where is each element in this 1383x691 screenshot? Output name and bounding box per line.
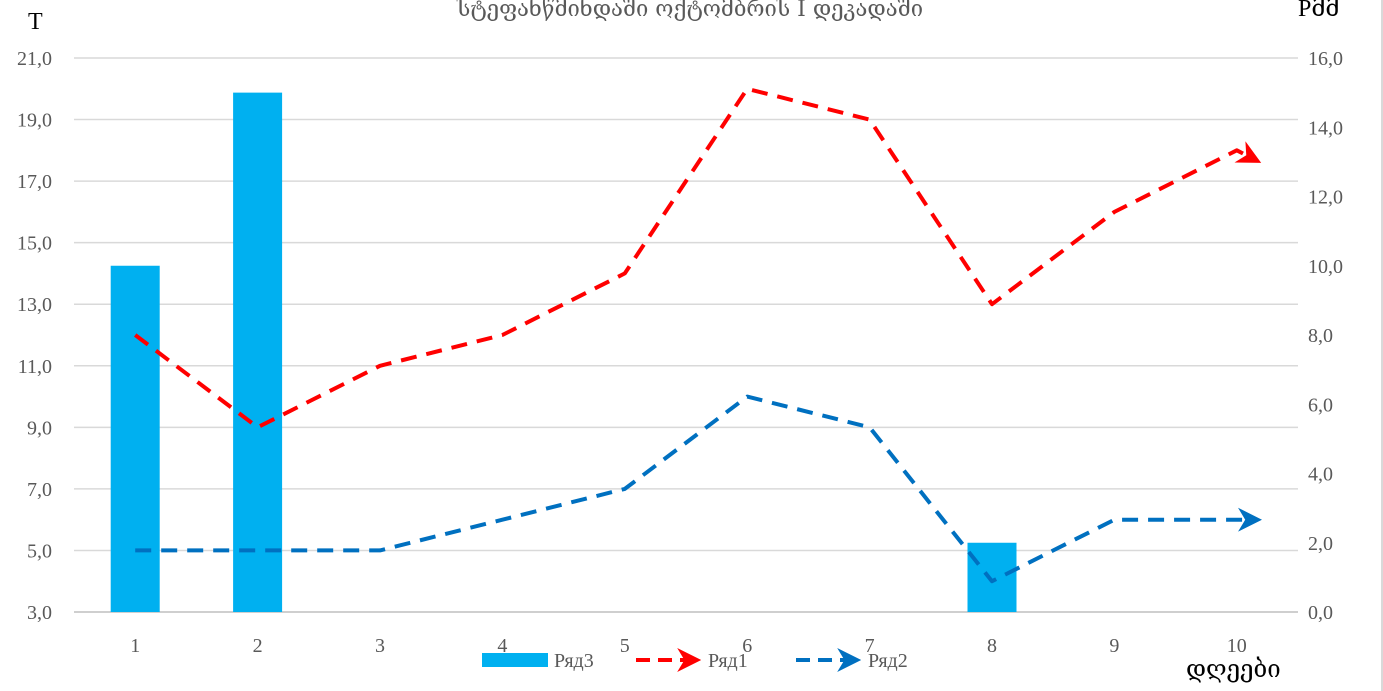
y-right-tick-label: 16,0 — [1308, 48, 1343, 70]
y-right-tick-label: 0,0 — [1308, 602, 1333, 624]
x-tick-label: 9 — [1109, 635, 1119, 657]
y-right-tick-label: 10,0 — [1308, 256, 1343, 278]
legend-label: Ряд1 — [708, 650, 748, 672]
y-right-tick-label: 6,0 — [1308, 394, 1333, 416]
x-tick-label: 10 — [1227, 635, 1247, 657]
y-left-tick-label: 11,0 — [18, 356, 52, 378]
bar — [110, 265, 160, 612]
y-right-tick-label: 2,0 — [1308, 533, 1333, 555]
bar — [233, 92, 283, 612]
y-axis-right-title: Pმმ — [1298, 0, 1339, 22]
y-axis-right-ticks: 0,0 2,0 4,0 6,0 8,0 10,0 12,0 14,0 16,0 — [1308, 48, 1343, 624]
x-tick-label: 8 — [987, 635, 997, 657]
series-line-Ряд1 — [133, 86, 1262, 430]
x-tick-label: 3 — [375, 635, 385, 657]
legend-label: Ряд3 — [554, 650, 594, 672]
y-axis-left-title: T — [28, 9, 43, 35]
y-right-tick-label: 12,0 — [1308, 187, 1343, 209]
x-tick-label: 2 — [253, 635, 263, 657]
x-tick-label: 5 — [620, 635, 630, 657]
y-left-tick-label: 7,0 — [27, 479, 52, 501]
legend-swatch — [482, 653, 548, 667]
y-left-tick-label: 15,0 — [17, 233, 52, 255]
y-left-tick-label: 3,0 — [27, 602, 52, 624]
x-tick-label: 7 — [865, 635, 875, 657]
y-axis-left-ticks: 3,0 5,0 7,0 9,0 11,0 13,0 15,0 17,0 19,0 21,0 — [17, 48, 52, 624]
chart-border — [1381, 0, 1383, 691]
bar-series — [110, 92, 1017, 612]
bar — [967, 542, 1017, 612]
y-left-tick-label: 19,0 — [17, 110, 52, 132]
x-tick-label: 6 — [742, 635, 752, 657]
legend: Ряд3 Ряд1 Ряд2 — [482, 648, 908, 672]
x-axis-ticks: 1 2 3 4 5 6 7 8 9 10 — [130, 635, 1247, 657]
y-left-tick-label: 13,0 — [17, 294, 52, 316]
y-right-tick-label: 8,0 — [1308, 325, 1333, 347]
y-left-tick-label: 5,0 — [27, 540, 52, 562]
line-series — [133, 86, 1262, 584]
x-tick-label: 4 — [497, 635, 507, 657]
y-left-tick-label: 21,0 — [17, 48, 52, 70]
legend-label: Ряд2 — [868, 650, 908, 672]
y-left-tick-label: 9,0 — [27, 417, 52, 439]
y-left-tick-label: 17,0 — [17, 171, 52, 193]
y-right-tick-label: 14,0 — [1308, 117, 1343, 139]
x-axis-title: დღეები — [1186, 657, 1281, 683]
y-right-tick-label: 4,0 — [1308, 464, 1333, 486]
x-tick-label: 1 — [130, 635, 140, 657]
series-line-Ряд2 — [135, 394, 1262, 584]
chart-title: სტეფანწმინდაში ოქტომბრის I დეკადაში — [456, 0, 923, 22]
